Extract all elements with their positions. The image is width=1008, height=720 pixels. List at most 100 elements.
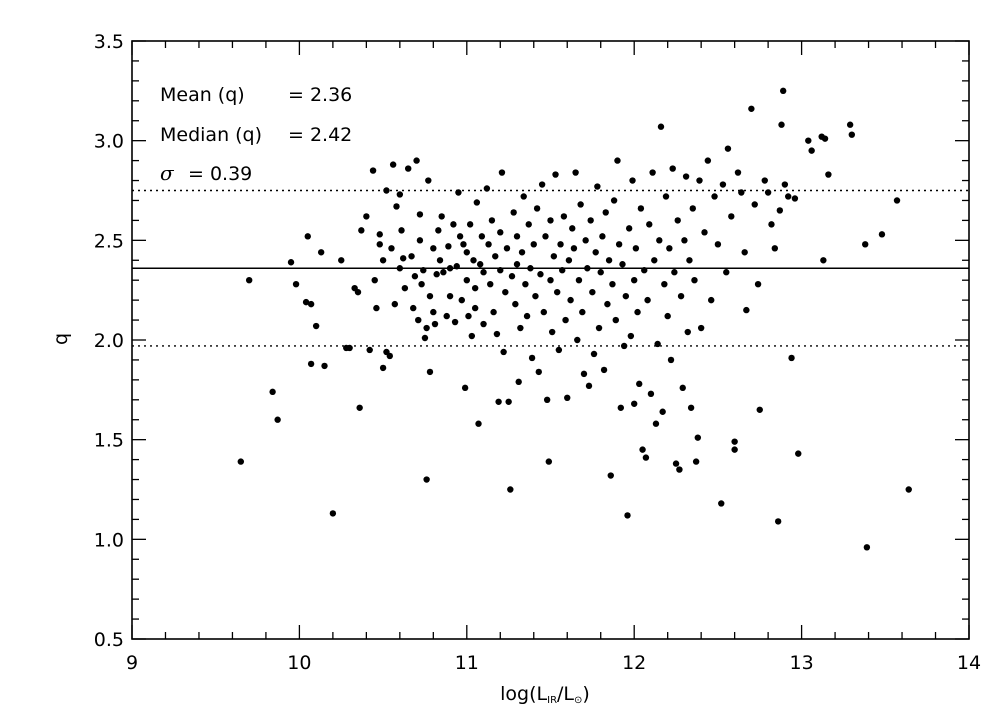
data-point [317,249,325,256]
data-point [461,384,469,392]
data-point [480,320,487,328]
data-point [617,404,625,411]
data-point [455,189,462,196]
data-point [376,241,383,248]
data-point [450,221,457,228]
y-tick-label: 2.0 [94,330,124,352]
data-point [386,352,393,360]
data-point [346,344,353,352]
data-point [647,390,655,398]
data-point [774,518,782,525]
data-point [656,237,663,244]
data-point [691,277,698,284]
data-point [771,245,779,252]
data-point [564,394,571,402]
mean-value: = 2.36 [288,84,352,106]
data-point [416,237,424,244]
data-point [500,348,507,356]
data-point [507,486,514,493]
data-point [237,458,245,465]
data-point [779,87,787,95]
data-point [649,169,656,176]
data-point [612,316,619,324]
data-point [862,241,869,248]
data-point [460,241,467,248]
data-point [764,189,772,196]
data-point [533,205,541,212]
x-tick-label: 13 [790,652,814,674]
data-point [589,288,596,296]
data-point [642,454,650,461]
data-point [559,267,566,274]
data-point [415,316,422,324]
data-point [495,398,502,405]
data-point [661,280,668,288]
data-point [734,169,742,176]
data-point [666,245,673,252]
data-point [508,273,516,280]
reference-lines [132,189,969,347]
data-point [565,257,573,264]
data-point [557,241,564,248]
y-tick-label: 3.5 [94,31,124,53]
data-point [430,308,437,316]
data-point [741,249,748,256]
data-point [562,316,569,324]
data-point [681,237,688,244]
data-point [373,304,380,312]
data-point [574,336,581,344]
data-point [538,181,546,188]
data-point [393,203,400,210]
data-point [821,135,829,142]
data-point [672,460,680,467]
data-point [274,416,281,423]
data-point [631,277,638,284]
data-point [418,280,425,288]
data-point [466,221,474,228]
data-point [463,249,470,256]
data-point [580,370,588,378]
y-tick-label: 1.5 [94,430,124,452]
data-point [592,249,599,256]
data-point [552,171,559,178]
data-point [878,231,886,238]
data-point [537,271,544,278]
data-point [379,257,387,264]
data-point [629,177,636,184]
data-point [587,217,594,224]
data-point [423,476,430,483]
data-point [505,398,512,405]
data-point [599,233,606,240]
data-point [602,209,609,216]
data-point [597,269,604,276]
data-point [646,221,653,228]
data-point [577,201,584,208]
data-point [662,193,670,200]
data-point [512,300,519,308]
data-point [356,404,363,411]
data-point [572,169,579,176]
data-point [478,233,486,240]
data-point [748,105,755,112]
data-point [307,300,315,308]
data-point [475,420,482,427]
x-axis-label: log(LIR/L⊙) [500,683,590,706]
data-point [338,257,345,264]
data-point [245,277,253,284]
median-label: Median (q) [160,124,262,146]
data-point [704,157,712,164]
data-point [292,280,300,288]
data-point [622,292,630,300]
data-point [321,362,328,370]
data-point [517,324,524,332]
data-point [425,177,432,184]
data-point [329,510,337,517]
data-point [483,185,491,192]
axes [131,40,970,640]
data-point [624,512,631,519]
data-point [657,123,665,130]
data-point [614,157,621,164]
data-point [376,231,383,238]
data-point [446,292,454,300]
data-point [287,259,295,266]
